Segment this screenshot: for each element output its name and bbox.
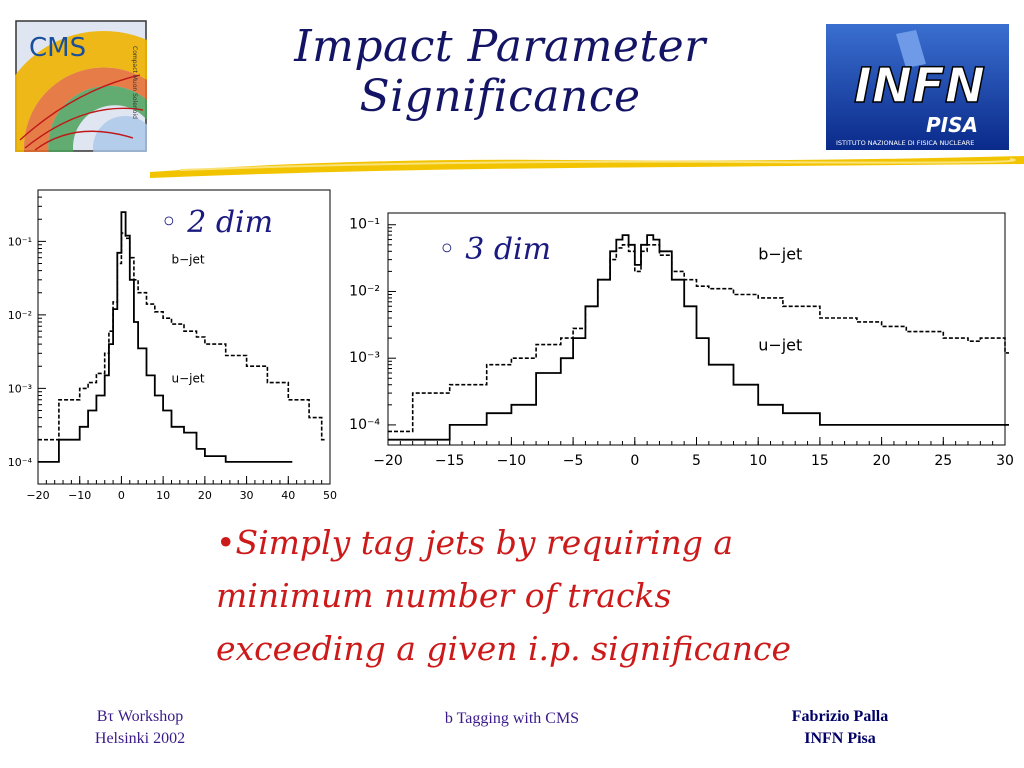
infn-logo-caption: ISTITUTO NAZIONALE DI FISICA NUCLEARE [836,139,974,147]
y-tick-label: 10⁻⁴ [8,456,33,469]
bullet-3dim: ◦ 3 dim [438,232,552,267]
cms-logo-sub: Compact Muon Solenoid [131,46,138,119]
x-tick-label: 25 [934,453,952,469]
body-line-1: •Simply tag jets by requiring a [216,523,734,562]
x-tick-label: −15 [435,453,465,469]
series-u-jet-line [38,211,293,463]
footer-left: Bτ Workshop Helsinki 2002 [70,706,210,750]
title-underline-stroke [150,156,1024,178]
y-tick-label: 10⁻⁴ [349,417,380,433]
y-tick-label: 10⁻¹ [349,217,380,233]
series-label: b−jet [758,245,802,264]
series-label: u−jet [758,336,802,355]
cms-logo: CMS Compact Muon Solenoid [15,20,147,152]
x-tick-label: 20 [198,489,212,502]
series-label: b−jet [171,253,204,267]
y-tick-label: 10⁻² [8,309,32,322]
infn-logo: INFN PISA ISTITUTO NAZIONALE DI FISICA N… [826,24,1009,150]
body-line-3: exceeding a given i.p. significance [216,629,791,668]
footer-location: Helsinki 2002 [94,730,186,747]
y-tick-label: 10⁻² [349,283,380,299]
infn-logo-text: INFN [854,58,985,114]
series-label: u−jet [171,372,204,386]
y-tick-label: 10⁻¹ [8,235,32,248]
x-tick-label: 5 [692,453,701,469]
bullet-2dim: ◦ 2 dim [160,205,274,240]
footer-right: Fabrizio Palla INFN Pisa [760,706,920,750]
x-tick-label: −20 [26,489,49,502]
footer-affiliation: INFN Pisa [804,730,876,747]
x-tick-label: 30 [240,489,254,502]
title-line-1: Impact Parameter [294,21,706,72]
series-u-jet-line [388,234,1009,441]
footer-author: Fabrizio Palla [791,708,889,725]
x-tick-label: 0 [118,489,125,502]
x-tick-label: 10 [749,453,767,469]
plot-3dim: −20 −15 −10 −5 0 5 10 15 20 25 30 10⁻¹ 10⁻² 10⁻³ 10⁻⁴ b… [349,212,1014,469]
x-tick-label: 40 [281,489,295,502]
footer-talk-title: b Tagging with CMS [444,710,580,727]
body-text: •Simply tag jets by requiring a minimum … [216,516,876,675]
y-tick-label: 10⁻³ [8,382,32,395]
series-b-jet-line [388,244,1009,433]
x-tick-label: 20 [873,453,891,469]
x-tick-label: 30 [996,453,1014,469]
x-tick-label: 15 [811,453,829,469]
x-tick-label: −20 [373,453,403,469]
page-title: Impact Parameter Significance [160,22,840,122]
infn-logo-sub: PISA [926,113,978,137]
footer-event: Bτ Workshop [96,708,184,725]
x-tick-label: −10 [497,453,527,469]
x-tick-label: −10 [68,489,91,502]
plot-2dim: −20 −10 0 10 20 30 40 50 10⁻¹ 10⁻² 10⁻³ 10⁻⁴ b−jet u−… [8,189,337,502]
body-line-2: minimum number of tracks [216,576,672,615]
x-tick-label: −5 [563,453,584,469]
cms-logo-text: CMS [29,33,86,63]
y-tick-label: 10⁻³ [349,350,380,366]
title-line-2: Significance [359,71,641,122]
x-tick-label: 10 [156,489,170,502]
x-tick-label: 0 [630,453,639,469]
footer-center: b Tagging with CMS [400,708,624,730]
x-tick-label: 50 [323,489,337,502]
